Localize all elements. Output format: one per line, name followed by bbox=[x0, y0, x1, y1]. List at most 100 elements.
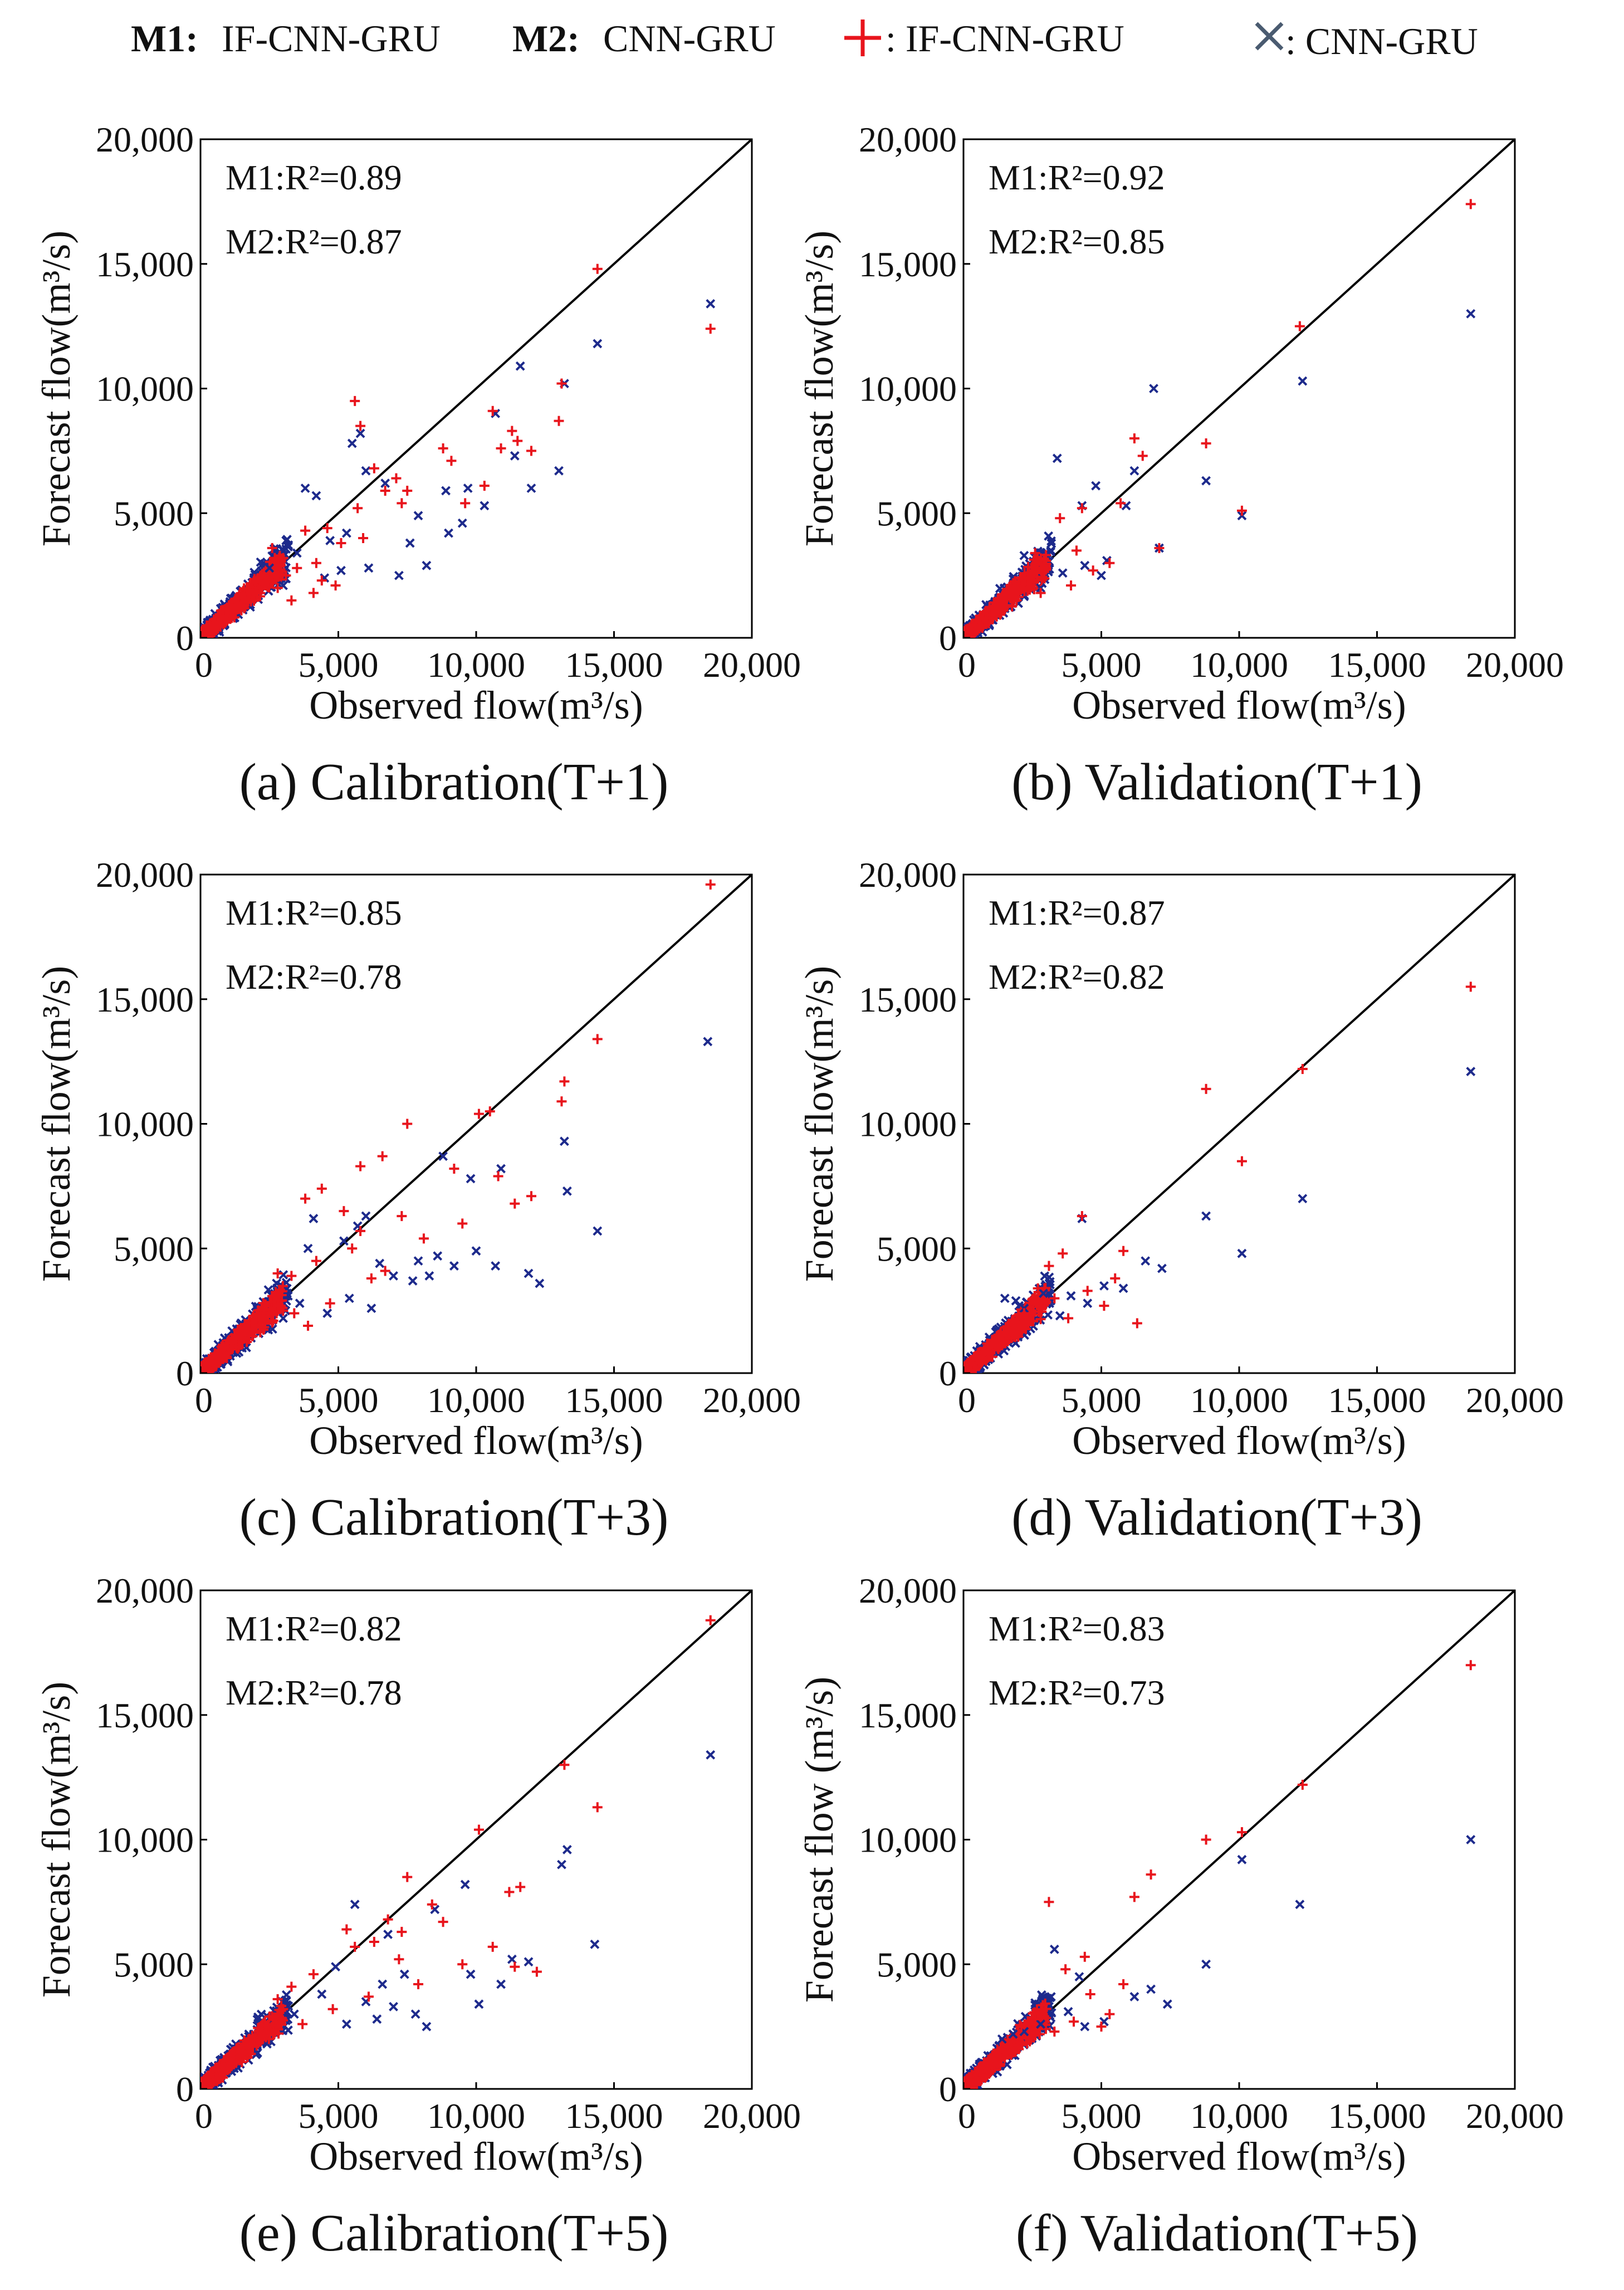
legend-m2-key: M2: bbox=[512, 17, 580, 60]
point-if-cnn-gru bbox=[355, 421, 366, 431]
point-if-cnn-gru bbox=[240, 593, 251, 603]
point-cnn-gru bbox=[410, 2009, 420, 2019]
point-if-cnn-gru bbox=[1031, 2026, 1041, 2037]
point-if-cnn-gru bbox=[1129, 1892, 1139, 1902]
x-axis-label: Observed flow(m³/s) bbox=[1072, 1418, 1406, 1463]
x-tick-label: 10,000 bbox=[1190, 1380, 1288, 1420]
point-if-cnn-gru bbox=[1026, 1310, 1036, 1320]
legend-m1-key: M1: bbox=[131, 17, 198, 60]
point-if-cnn-gru bbox=[1085, 1989, 1095, 1999]
y-tick-label: 20,000 bbox=[859, 120, 957, 159]
point-cnn-gru bbox=[295, 1298, 305, 1308]
point-cnn-gru bbox=[422, 2022, 432, 2032]
point-if-cnn-gru bbox=[1029, 563, 1039, 573]
y-tick-label: 0 bbox=[939, 2069, 957, 2109]
x-tick-label: 20,000 bbox=[1466, 2096, 1564, 2136]
point-cnn-gru bbox=[1080, 560, 1090, 570]
r2-annotation: M1:R²=0.83 bbox=[989, 1609, 1165, 1648]
point-cnn-gru bbox=[1295, 1900, 1305, 1910]
series-if-cnn-gru bbox=[1019, 199, 1476, 598]
point-if-cnn-gru bbox=[1040, 1295, 1050, 1306]
point-if-cnn-gru bbox=[339, 1206, 349, 1217]
reference-line bbox=[963, 139, 1515, 638]
point-if-cnn-gru bbox=[272, 583, 283, 593]
chart-panel-d: 005,0005,00010,00010,00015,00015,00020,0… bbox=[797, 855, 1564, 1546]
point-cnn-gru bbox=[1466, 309, 1476, 319]
series-if-cnn-gru bbox=[1019, 982, 1476, 1329]
reference-line bbox=[200, 875, 752, 1373]
point-cnn-gru bbox=[1036, 2019, 1046, 2029]
r2-annotation: M2:R²=0.73 bbox=[989, 1673, 1165, 1712]
point-if-cnn-gru bbox=[1465, 1660, 1476, 1671]
point-cnn-gru bbox=[1141, 1256, 1151, 1266]
point-cnn-gru bbox=[1097, 570, 1106, 580]
point-cnn-gru bbox=[474, 1999, 484, 2009]
y-tick-label: 5,000 bbox=[877, 494, 957, 533]
point-if-cnn-gru bbox=[1104, 2009, 1115, 2019]
point-if-cnn-gru bbox=[383, 1914, 393, 1925]
point-cnn-gru bbox=[361, 1211, 371, 1221]
point-if-cnn-gru bbox=[1154, 543, 1165, 553]
point-if-cnn-gru bbox=[1236, 1827, 1247, 1838]
point-cnn-gru bbox=[1118, 1283, 1128, 1293]
point-if-cnn-gru bbox=[1026, 575, 1037, 586]
low-flow-cluster bbox=[963, 1990, 1056, 2089]
y-tick-label: 0 bbox=[176, 618, 194, 658]
series-cnn-gru bbox=[997, 1835, 1476, 2044]
y-tick-label: 15,000 bbox=[859, 245, 957, 284]
point-if-cnn-gru bbox=[559, 1760, 570, 1770]
point-if-cnn-gru bbox=[1033, 1283, 1043, 1293]
panel-caption: (c) Calibration(T+3) bbox=[239, 1488, 669, 1546]
x-tick-label: 0 bbox=[958, 645, 976, 685]
point-if-cnn-gru bbox=[397, 1927, 407, 1937]
point-cnn-gru bbox=[997, 2034, 1007, 2044]
point-if-cnn-gru bbox=[223, 2060, 233, 2071]
r2-annotation: M2:R²=0.85 bbox=[989, 222, 1165, 261]
y-axis-label: Forecast flow(m³/s) bbox=[34, 966, 79, 1282]
x-tick-label: 20,000 bbox=[703, 2096, 801, 2136]
point-if-cnn-gru bbox=[991, 608, 1001, 618]
point-if-cnn-gru bbox=[554, 416, 564, 426]
y-tick-label: 0 bbox=[176, 1354, 194, 1393]
point-if-cnn-gru bbox=[234, 2055, 244, 2066]
y-axis-label: Forecast flow(m³/s) bbox=[34, 231, 79, 546]
point-if-cnn-gru bbox=[705, 879, 716, 890]
point-if-cnn-gru bbox=[1019, 1308, 1029, 1319]
point-if-cnn-gru bbox=[1044, 1261, 1054, 1271]
point-if-cnn-gru bbox=[212, 1350, 222, 1360]
point-cnn-gru bbox=[317, 1989, 327, 1999]
point-if-cnn-gru bbox=[705, 324, 716, 334]
point-if-cnn-gru bbox=[1023, 1320, 1033, 1330]
y-tick-label: 5,000 bbox=[114, 494, 194, 533]
point-cnn-gru bbox=[1000, 1293, 1010, 1303]
panels: 005,0005,00010,00010,00015,00015,00020,0… bbox=[34, 120, 1564, 2262]
point-if-cnn-gru bbox=[1049, 1293, 1060, 1303]
point-if-cnn-gru bbox=[369, 1936, 379, 1947]
x-tick-label: 5,000 bbox=[1062, 645, 1142, 685]
point-cnn-gru bbox=[361, 466, 371, 476]
point-cnn-gru bbox=[515, 361, 525, 371]
point-cnn-gru bbox=[253, 2012, 263, 2022]
point-if-cnn-gru bbox=[1041, 550, 1051, 560]
point-cnn-gru bbox=[1046, 1992, 1056, 2001]
chart-panel-b: 005,0005,00010,00010,00015,00015,00020,0… bbox=[797, 120, 1564, 811]
panel-caption: (f) Validation(T+5) bbox=[1016, 2204, 1418, 2262]
point-if-cnn-gru bbox=[402, 1119, 413, 1129]
low-flow-cluster bbox=[200, 1990, 294, 2089]
point-if-cnn-gru bbox=[263, 2027, 274, 2037]
point-if-cnn-gru bbox=[278, 2004, 288, 2014]
point-if-cnn-gru bbox=[984, 2068, 995, 2078]
point-if-cnn-gru bbox=[438, 1917, 448, 1927]
point-if-cnn-gru bbox=[222, 611, 232, 622]
point-cnn-gru bbox=[413, 1256, 423, 1266]
point-if-cnn-gru bbox=[592, 1034, 603, 1044]
point-if-cnn-gru bbox=[289, 1308, 300, 1319]
point-cnn-gru bbox=[303, 1243, 313, 1253]
panel-caption: (d) Validation(T+3) bbox=[1011, 1488, 1422, 1546]
point-if-cnn-gru bbox=[253, 573, 263, 584]
x-tick-label: 20,000 bbox=[703, 1380, 801, 1420]
point-if-cnn-gru bbox=[1055, 513, 1065, 524]
point-if-cnn-gru bbox=[998, 1327, 1009, 1338]
point-if-cnn-gru bbox=[267, 543, 277, 553]
point-cnn-gru bbox=[460, 1879, 470, 1889]
